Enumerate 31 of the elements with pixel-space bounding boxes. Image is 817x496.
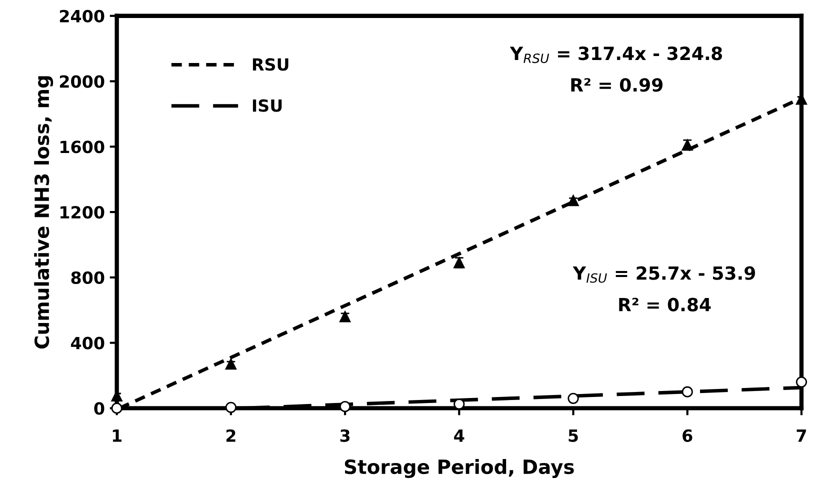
point <box>682 386 693 398</box>
legend-label: RSU <box>252 58 288 71</box>
point <box>339 311 351 322</box>
y-tick-label: 400 <box>70 336 104 350</box>
point <box>339 401 351 412</box>
x-tick-label: 4 <box>454 430 464 442</box>
point <box>225 358 236 370</box>
y-tick-label: 800 <box>71 271 104 284</box>
x-tick-label: 5 <box>568 430 578 442</box>
y-tick-label: 1200 <box>60 206 104 219</box>
annotation: Y$_{ISU}$ = 25.7x - 53.9 <box>572 266 756 283</box>
y-axis-title: Cumulative NH3 loss, mg <box>34 76 54 349</box>
x-tick-label: 7 <box>796 430 806 442</box>
point <box>225 402 236 413</box>
point <box>568 392 579 404</box>
annotation: R² = 0.84 <box>619 298 711 312</box>
point <box>568 195 579 206</box>
y-tick-label: 2000 <box>60 75 104 88</box>
annotation: Y$_{RSU}$ = 317.4x - 324.8 <box>510 46 722 64</box>
point <box>796 376 808 388</box>
annotation: R² = 0.99 <box>571 78 662 92</box>
x-tick-label: 3 <box>340 429 350 442</box>
y-tick-label: 2400 <box>60 10 104 22</box>
y-tick-label: 0 <box>94 402 104 415</box>
point <box>111 402 122 414</box>
legend-label: ISU <box>252 99 282 112</box>
y-tick-label: 1600 <box>60 140 104 154</box>
x-tick-label: 2 <box>226 429 236 442</box>
x-tick-label: 6 <box>682 429 692 442</box>
x-tick-label: 1 <box>112 430 122 442</box>
x-axis-title: Storage Period, Days <box>344 459 574 478</box>
